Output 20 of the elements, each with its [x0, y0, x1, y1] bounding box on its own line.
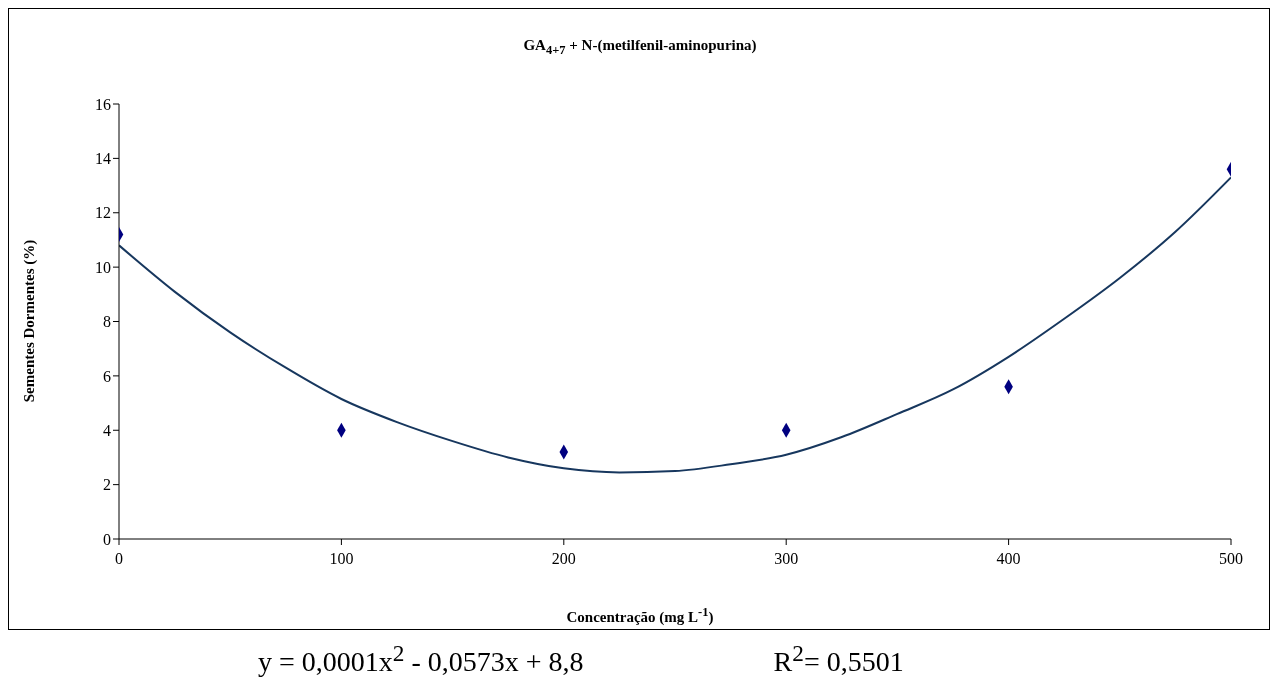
x-tick-label: 100	[329, 550, 354, 568]
y-tick-label: 14	[95, 150, 111, 168]
y-tick-label: 2	[103, 476, 111, 494]
x-tick-label: 300	[774, 550, 799, 568]
y-tick-label: 12	[95, 204, 111, 222]
text: R$^{2}$= 0,5501	[773, 640, 904, 677]
y-tick-label: 0	[103, 530, 111, 548]
y-tick-label: 6	[103, 367, 111, 385]
x-axis-title: Concentração (mg L$^{-1}$)	[565, 605, 715, 626]
text: y = 0,0001x$^{2}$ - 0,0573x + 8,8	[258, 640, 584, 677]
y-tick-label: 4	[103, 421, 111, 439]
y-tick-label: 8	[103, 313, 111, 331]
chart-title: GA$_{4+7}$ + N-(metilfenil-aminopurina)	[522, 37, 758, 58]
x-tick-label: 400	[996, 550, 1021, 568]
y-tick-label: 10	[95, 258, 111, 276]
x-tick-label: 500	[1219, 550, 1243, 568]
x-tick-label: 200	[551, 550, 576, 568]
y-tick-label: 16	[95, 95, 111, 113]
x-tick-label: 0	[115, 550, 123, 568]
y-axis-title: Sementes Dormentes (%)	[20, 239, 37, 403]
